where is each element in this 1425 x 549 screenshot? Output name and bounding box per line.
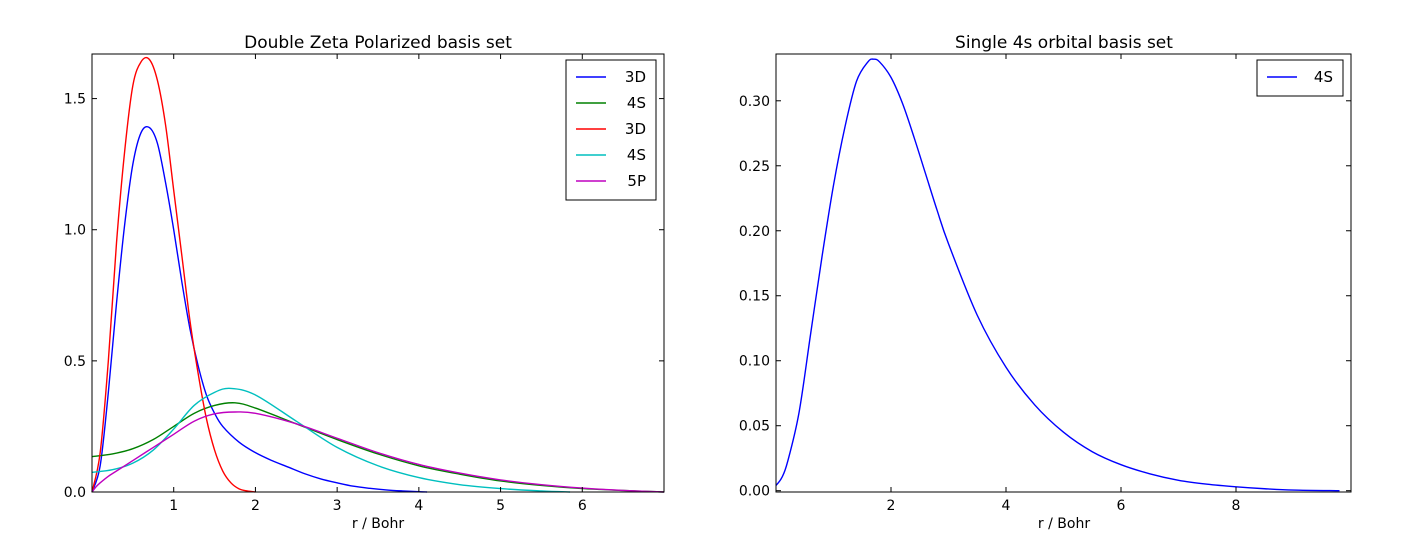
legend-box xyxy=(1256,59,1344,97)
axis-ticks: 1 2 3 4 5 6 0.0 0.5 1.0 1.5 xyxy=(64,54,664,514)
chart-title: Double Zeta Polarized basis set xyxy=(244,33,512,53)
y-tick-label: 0.25 xyxy=(739,159,770,175)
y-tick-label: 1.5 xyxy=(64,92,86,108)
legend-label: 4S xyxy=(627,94,646,112)
legend: 3D 4S 3D 4S 5P xyxy=(565,59,657,201)
series-line-3 xyxy=(91,387,571,493)
x-tick-label: 5 xyxy=(496,498,505,514)
y-tick-label: 0.00 xyxy=(739,484,770,500)
x-axis-label: r / Bohr xyxy=(1038,516,1090,532)
y-tick-label: 0.20 xyxy=(739,224,770,240)
axis-ticks: 2 4 6 8 0.00 0.05 0.10 0.15 0.20 0.25 0.30 xyxy=(739,54,1351,514)
chart-double-zeta: Double Zeta Polarized basis set 1 2 3 4 5 6 0.… xyxy=(64,33,665,532)
series-line-4 xyxy=(91,411,665,493)
legend-label: 4S xyxy=(1314,68,1333,86)
y-tick-label: 1.0 xyxy=(64,223,86,239)
x-tick-label: 6 xyxy=(578,498,587,514)
legend-box xyxy=(565,59,657,201)
chart-title: Single 4s orbital basis set xyxy=(955,33,1173,53)
x-tick-label: 6 xyxy=(1117,498,1126,514)
chart-single-4s: Single 4s orbital basis set 2 4 6 8 0.00 0.05… xyxy=(739,33,1352,532)
legend-label: 4S xyxy=(627,146,646,164)
legend-label: 5P xyxy=(627,172,646,190)
series-line-0 xyxy=(91,125,428,493)
x-tick-label: 2 xyxy=(251,498,260,514)
legend-item: 4S xyxy=(576,94,646,112)
legend-item: 3D xyxy=(576,68,646,86)
y-tick-label: 0.5 xyxy=(64,354,86,370)
y-tick-label: 0.15 xyxy=(739,289,770,305)
series-line-2 xyxy=(91,56,256,493)
legend-label: 3D xyxy=(625,120,646,138)
legend-label: 3D xyxy=(625,68,646,86)
x-tick-label: 1 xyxy=(169,498,178,514)
plot-lines xyxy=(775,58,1340,492)
plot-frame xyxy=(91,53,665,493)
y-tick-label: 0.10 xyxy=(739,354,770,370)
x-axis-label: r / Bohr xyxy=(352,516,404,532)
series-line-0 xyxy=(775,58,1340,492)
legend: 4S xyxy=(1256,59,1344,97)
plot-lines xyxy=(91,56,665,493)
legend-item: 5P xyxy=(576,172,646,190)
x-tick-label: 2 xyxy=(887,498,896,514)
x-tick-label: 3 xyxy=(333,498,342,514)
x-tick-label: 8 xyxy=(1232,498,1241,514)
legend-item: 4S xyxy=(1267,68,1333,86)
plot-frame xyxy=(775,53,1352,493)
x-tick-label: 4 xyxy=(414,498,423,514)
legend-item: 4S xyxy=(576,146,646,164)
x-tick-label: 4 xyxy=(1002,498,1011,514)
y-tick-label: 0.05 xyxy=(739,419,770,435)
legend-item: 3D xyxy=(576,120,646,138)
y-tick-label: 0.30 xyxy=(739,94,770,110)
y-tick-label: 0.0 xyxy=(64,485,86,501)
